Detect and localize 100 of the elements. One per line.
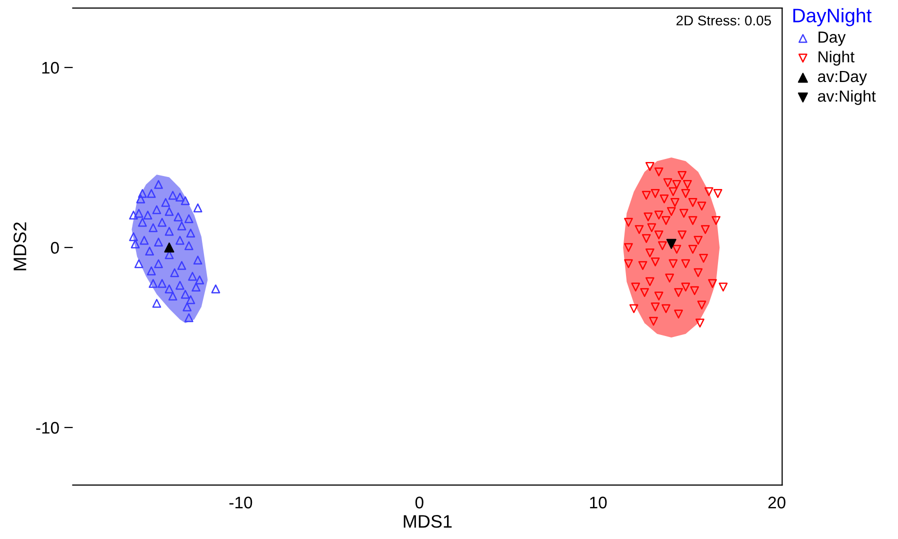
point xyxy=(195,275,204,284)
point xyxy=(130,239,140,248)
point xyxy=(168,190,178,200)
y-tick-label: 0 xyxy=(50,242,59,254)
point xyxy=(193,203,202,212)
point xyxy=(129,232,138,242)
point xyxy=(666,207,676,216)
point xyxy=(180,196,190,206)
point xyxy=(161,198,170,207)
y-axis-title: MDS2 xyxy=(14,222,26,270)
y-tick-label: 10 xyxy=(42,62,59,74)
point xyxy=(180,290,190,299)
point xyxy=(681,189,690,198)
point xyxy=(129,210,138,220)
point xyxy=(708,279,717,288)
point xyxy=(688,244,698,254)
point xyxy=(704,187,714,196)
point xyxy=(650,302,660,312)
point xyxy=(182,302,192,312)
point xyxy=(186,228,196,238)
point xyxy=(678,171,687,180)
point xyxy=(134,259,144,268)
point xyxy=(158,218,167,227)
point xyxy=(146,266,156,276)
point xyxy=(674,288,683,297)
point xyxy=(146,189,156,198)
point xyxy=(629,304,638,314)
point xyxy=(681,259,690,268)
point xyxy=(700,225,710,234)
point xyxy=(174,212,183,222)
point xyxy=(683,180,692,189)
point xyxy=(654,292,664,301)
point xyxy=(681,282,690,292)
point xyxy=(713,189,722,198)
point xyxy=(678,230,687,240)
point xyxy=(211,284,220,294)
point xyxy=(184,313,194,322)
point xyxy=(188,272,197,281)
point xyxy=(645,162,654,171)
legend-title: DayNight xyxy=(793,8,872,26)
point xyxy=(164,226,174,236)
point xyxy=(140,236,149,245)
point xyxy=(679,208,688,218)
point xyxy=(650,257,660,266)
x-tick-label: 10 xyxy=(590,496,607,508)
point xyxy=(645,277,654,286)
point xyxy=(184,241,194,250)
point xyxy=(658,241,667,250)
point xyxy=(699,254,708,263)
point xyxy=(688,198,698,207)
point xyxy=(143,210,152,220)
point xyxy=(688,216,698,225)
point xyxy=(690,286,700,296)
point xyxy=(660,194,669,204)
point xyxy=(634,225,644,234)
point xyxy=(145,246,154,256)
point xyxy=(184,214,194,224)
point xyxy=(168,292,178,301)
point xyxy=(624,243,633,252)
point xyxy=(177,221,186,230)
y-tick-label: -10 xyxy=(36,422,59,434)
x-tick-label: 20 xyxy=(768,496,786,508)
point xyxy=(164,207,174,216)
point xyxy=(136,194,146,204)
point xyxy=(662,304,670,314)
point xyxy=(193,256,202,265)
point xyxy=(638,261,648,270)
point xyxy=(697,300,706,310)
point xyxy=(665,274,674,283)
legend-label: Night xyxy=(818,50,854,66)
point xyxy=(624,218,633,227)
point xyxy=(134,208,144,218)
point xyxy=(170,268,180,278)
point xyxy=(662,216,670,225)
x-tick-label: -10 xyxy=(229,496,252,508)
point xyxy=(154,238,163,247)
point xyxy=(192,282,200,292)
point xyxy=(670,198,680,207)
point xyxy=(672,244,682,254)
point xyxy=(668,259,678,268)
point xyxy=(640,288,649,297)
point xyxy=(631,282,640,292)
point xyxy=(654,230,664,240)
point xyxy=(642,234,651,243)
point xyxy=(158,279,167,288)
point xyxy=(642,190,651,200)
point xyxy=(674,310,683,319)
point xyxy=(138,218,147,227)
point xyxy=(186,295,196,304)
legend-label: av:Day xyxy=(818,70,867,86)
point xyxy=(148,223,158,232)
point xyxy=(712,216,720,225)
point xyxy=(694,236,703,245)
point xyxy=(654,210,664,220)
point xyxy=(177,261,186,270)
point xyxy=(154,259,163,268)
point xyxy=(697,202,706,211)
point xyxy=(148,279,158,288)
point xyxy=(624,259,633,268)
point xyxy=(649,316,658,326)
